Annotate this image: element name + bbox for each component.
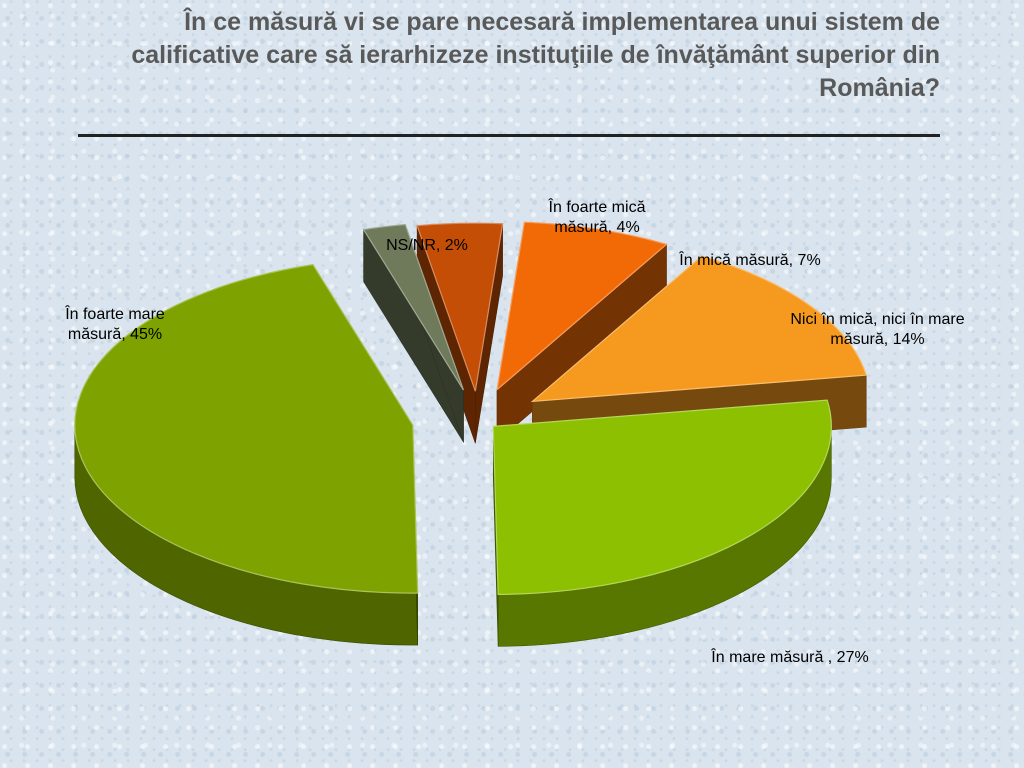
slice-label-foarte-mare: În foarte mare măsură, 45%: [65, 306, 165, 343]
pie-slice-mica: [496, 221, 668, 443]
pie-slice-mare: [492, 399, 832, 647]
title-underline: [78, 134, 940, 137]
slice-label-mare: În mare măsură , 27%: [711, 649, 869, 666]
slice-label-mica: În mică măsură, 7%: [679, 252, 821, 269]
chart-title: În ce măsură vi se pare necesară impleme…: [131, 8, 940, 102]
slice-label-nici: Nici în mică, nici în mare măsură, 14%: [790, 311, 965, 348]
slice-top-mica: [496, 221, 668, 392]
slice-label-ns-nr: NS/NR, 2%: [386, 237, 468, 254]
slice-top-nici: [530, 255, 868, 403]
pie-slice-ns-nr: [362, 223, 465, 444]
slice-top-ns-nr: [362, 223, 465, 391]
pie-slice-foarte-mare: [74, 263, 419, 646]
slice-top-mare: [492, 399, 832, 595]
slice-label-foarte-mica: În foarte mică măsură, 4%: [548, 199, 646, 236]
slice-top-foarte-mica: [416, 222, 504, 392]
slice-top-foarte-mare: [74, 263, 419, 594]
